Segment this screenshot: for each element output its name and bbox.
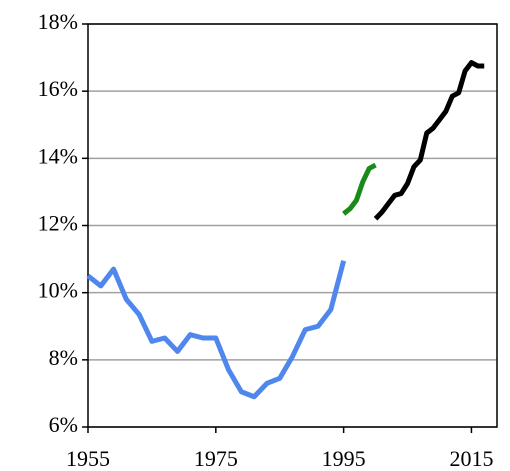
- data-line: [373, 60, 485, 221]
- y-tick-label: 10%: [38, 278, 78, 303]
- y-tick-label: 16%: [38, 76, 78, 101]
- y-tick-label: 8%: [49, 345, 78, 370]
- data-line: [342, 162, 377, 216]
- x-tick-label: 1955: [66, 446, 110, 471]
- data-line: [86, 260, 347, 400]
- y-tick-label: 6%: [49, 412, 78, 437]
- y-tick-label: 12%: [38, 211, 78, 236]
- plot-frame: [87, 23, 498, 428]
- y-tick-label: 14%: [38, 143, 78, 168]
- x-tick-label: 1975: [194, 446, 238, 471]
- y-tick-label: 18%: [38, 9, 78, 34]
- x-tick-label: 1995: [322, 446, 366, 471]
- x-tick-label: 2015: [449, 446, 493, 471]
